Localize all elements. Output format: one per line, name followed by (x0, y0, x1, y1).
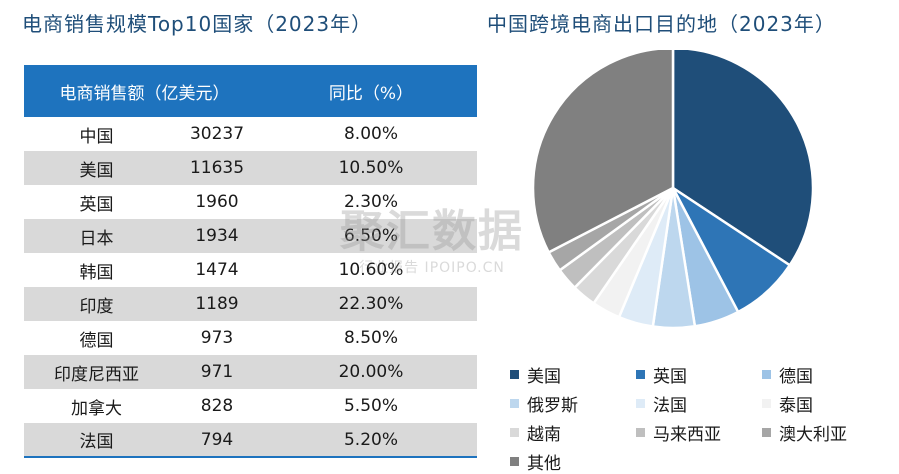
table-row: 日本 1934 6.50% (24, 219, 477, 253)
sales-table: 电商销售额（亿美元） 同比（%） 中国 30237 8.00% 美国 11635 10.5… (24, 65, 477, 458)
legend-item: 法国 (636, 391, 762, 416)
cell-yoy: 22.30% (338, 294, 404, 314)
legend-item: 泰国 (762, 391, 890, 416)
table-row: 美国 11635 10.50% (24, 151, 477, 185)
cell-country: 中国 (79, 126, 114, 147)
cell-sales: 971 (200, 362, 234, 382)
header-yoy: 同比（%） (328, 83, 414, 104)
table-title: 电商销售规模Top10国家（2023年） (22, 12, 373, 36)
pie-slice-9 (531, 50, 675, 255)
table-row: 印度尼西亚 971 20.00% (24, 355, 477, 389)
cell-yoy: 6.50% (343, 226, 398, 246)
cell-country: 美国 (79, 160, 114, 181)
legend-item: 澳大利亚 (762, 420, 890, 445)
legend-label: 德国 (779, 367, 813, 387)
table-row: 德国 973 8.50% (24, 321, 477, 355)
legend-label: 俄罗斯 (527, 396, 578, 416)
pie-legend: 美国 英国 德国俄罗斯 法国 泰国越南 马来西亚 澳大利亚其他 (510, 362, 890, 474)
legend-swatch (636, 399, 645, 408)
cell-sales: 1474 (195, 260, 239, 280)
table-row: 英国 1960 2.30% (24, 185, 477, 219)
cell-yoy: 10.60% (338, 260, 404, 280)
cell-sales: 11635 (189, 158, 245, 178)
cell-yoy: 20.00% (338, 362, 404, 382)
table-row: 加拿大 828 5.50% (24, 389, 477, 423)
cell-country: 韩国 (79, 262, 114, 283)
table-row: 印度 1189 22.30% (24, 287, 477, 321)
legend-swatch (510, 428, 519, 437)
cell-sales: 828 (200, 396, 234, 416)
table-header-row: 电商销售额（亿美元） 同比（%） (24, 65, 477, 117)
legend-label: 越南 (527, 425, 561, 445)
cell-country: 法国 (79, 432, 114, 452)
cell-yoy: 5.20% (343, 429, 398, 450)
legend-label: 澳大利亚 (779, 425, 847, 445)
legend-item: 美国 (510, 362, 636, 387)
cell-sales: 1960 (195, 192, 239, 212)
legend-swatch (510, 457, 519, 466)
legend-swatch (636, 370, 645, 379)
legend-swatch (762, 428, 771, 437)
cell-country: 印度 (79, 296, 114, 317)
legend-label: 马来西亚 (653, 425, 721, 445)
legend-swatch (636, 428, 645, 437)
legend-swatch (510, 399, 519, 408)
legend-item: 越南 (510, 420, 636, 445)
cell-sales: 30237 (189, 124, 245, 144)
legend-label: 其他 (527, 454, 561, 474)
legend-label: 美国 (527, 367, 561, 387)
cell-yoy: 5.50% (343, 396, 398, 416)
legend-item: 马来西亚 (636, 420, 762, 445)
cell-country: 日本 (79, 228, 114, 249)
legend-item: 俄罗斯 (510, 391, 636, 416)
legend-swatch (762, 370, 771, 379)
cell-country: 英国 (79, 194, 114, 215)
legend-item: 德国 (762, 362, 890, 387)
cell-yoy: 2.30% (343, 192, 398, 212)
cell-yoy: 10.50% (338, 158, 404, 178)
cell-country: 印度尼西亚 (54, 364, 139, 385)
cell-country: 德国 (79, 330, 114, 351)
legend-item: 英国 (636, 362, 762, 387)
table-row: 法国 794 5.20% (24, 423, 477, 457)
legend-item: 其他 (510, 449, 636, 474)
cell-sales: 794 (200, 429, 234, 450)
cell-yoy: 8.00% (343, 124, 398, 144)
cell-country: 加拿大 (71, 398, 122, 419)
legend-label: 泰国 (779, 396, 813, 416)
table-row: 中国 30237 8.00% (24, 117, 477, 151)
cell-sales: 973 (200, 328, 234, 348)
legend-swatch (510, 370, 519, 379)
header-sales: 电商销售额（亿美元） (59, 83, 230, 104)
table-row: 韩国 1474 10.60% (24, 253, 477, 287)
legend-label: 法国 (653, 396, 687, 416)
pie-slice-0 (671, 50, 815, 267)
cell-yoy: 8.50% (343, 328, 398, 348)
legend-label: 英国 (653, 367, 687, 387)
cell-sales: 1189 (195, 294, 239, 314)
pie-chart-title: 中国跨境电商出口目的地（2023年） (487, 12, 836, 36)
legend-swatch (762, 399, 771, 408)
export-destination-pie (531, 50, 815, 330)
cell-sales: 1934 (195, 226, 239, 246)
